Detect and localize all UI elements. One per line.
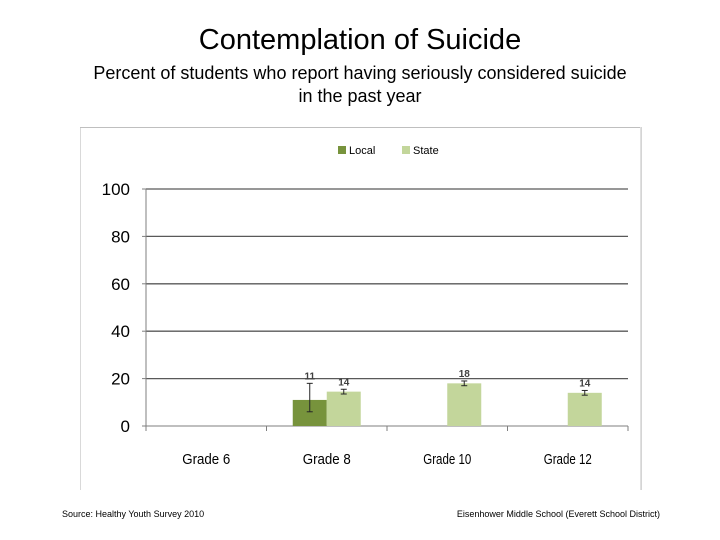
legend: Local State	[338, 145, 439, 157]
y-tick-label-100: 100	[102, 180, 130, 199]
x-tick-label-grade-8: Grade 8	[303, 451, 351, 468]
legend-item-state: State	[402, 145, 439, 157]
axes: 0 20 40 60 80 100 Grade 6 Grade 8 Grade 10 Grade …	[102, 180, 629, 468]
bars	[292, 380, 602, 426]
legend-item-local: Local	[338, 145, 375, 157]
subtitle-line-1: Percent of students who report having se…	[93, 63, 627, 83]
y-tick-label-40: 40	[111, 322, 130, 341]
y-tick-label-80: 80	[111, 227, 130, 246]
slide-subtitle: Percent of students who report having se…	[50, 62, 670, 108]
subtitle-line-2: in the past year	[298, 86, 422, 106]
error-bar-state-grade-12	[581, 389, 588, 396]
y-tick-label-60: 60	[111, 275, 130, 294]
legend-swatch-local	[338, 146, 346, 154]
chart-frame-top-edge	[80, 127, 642, 128]
data-labels: 11 14 18 14	[304, 369, 590, 389]
grid-lines	[146, 188, 628, 380]
data-label-local-grade-8: 11	[304, 371, 315, 382]
bar-state-grade-12	[567, 392, 602, 426]
legend-label-local: Local	[349, 145, 375, 157]
legend-swatch-state	[402, 146, 410, 154]
error-bar-state-grade-10	[461, 380, 468, 387]
data-label-state-grade-8: 14	[338, 377, 350, 388]
legend-label-state: State	[413, 145, 439, 157]
x-tick-label-grade-12: Grade 12	[544, 451, 592, 468]
data-label-state-grade-10: 18	[459, 369, 471, 380]
bar-state-grade-8	[326, 391, 361, 426]
error-bar-local-grade-8	[306, 382, 313, 413]
chart-frame	[80, 127, 642, 490]
chart-frame-right-edge	[640, 127, 642, 490]
slide-title: Contemplation of Suicide	[198, 24, 522, 56]
y-tick-label-20: 20	[111, 370, 130, 389]
data-label-state-grade-12: 14	[579, 378, 591, 389]
bar-state-grade-10	[447, 383, 482, 426]
source-footnote: Source: Healthy Youth Survey 2010	[62, 509, 205, 519]
error-bar-state-grade-8	[340, 388, 347, 395]
x-tick-label-grade-10: Grade 10	[423, 451, 471, 468]
school-footnote: Eisenhower Middle School (Everett School…	[456, 509, 660, 519]
y-tick-label-0: 0	[121, 417, 130, 436]
x-tick-label-grade-6: Grade 6	[182, 451, 230, 468]
